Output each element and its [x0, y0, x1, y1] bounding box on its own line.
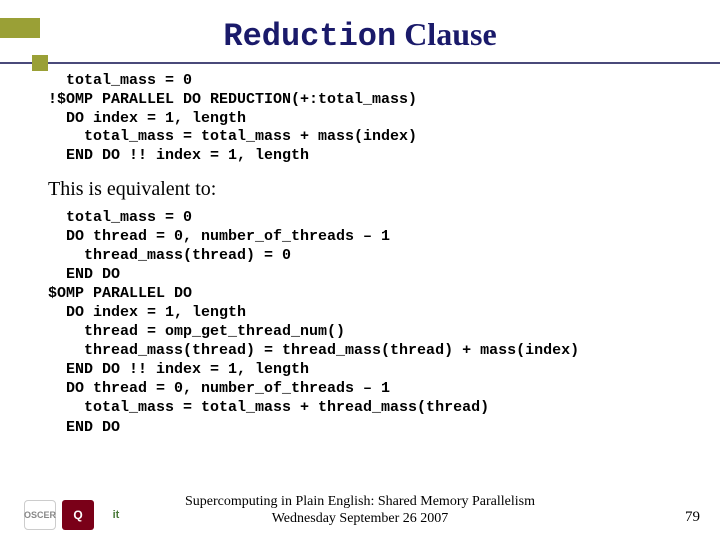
page-number: 79	[685, 509, 700, 526]
code-block-reduction: total_mass = 0 !$OMP PARALLEL DO REDUCTI…	[48, 72, 417, 166]
slide-title: Reduction Clause	[0, 16, 720, 55]
footer-line1: Supercomputing in Plain English: Shared …	[0, 494, 720, 511]
equivalent-label: This is equivalent to:	[48, 178, 216, 201]
title-mono: Reduction	[223, 18, 396, 55]
accent-block-left	[32, 55, 48, 71]
horizontal-rule	[0, 62, 720, 64]
footer-text: Supercomputing in Plain English: Shared …	[0, 494, 720, 528]
footer-line2: Wednesday September 26 2007	[0, 511, 720, 528]
title-serif: Clause	[396, 16, 496, 52]
code-block-expanded: total_mass = 0 DO thread = 0, number_of_…	[48, 208, 579, 437]
